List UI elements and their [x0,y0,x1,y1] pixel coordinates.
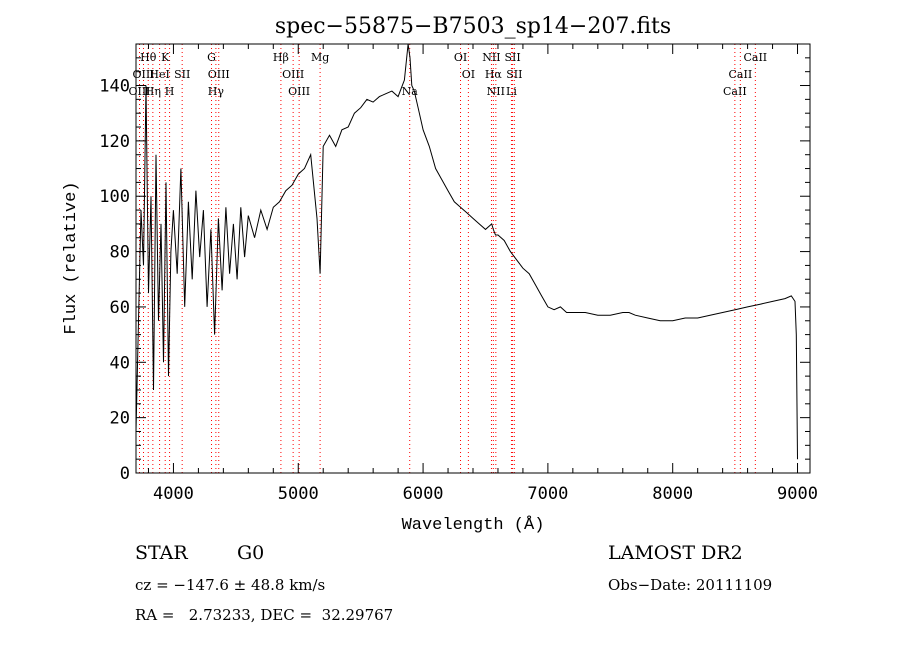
x-tick-label: 9000 [777,484,818,504]
line-label: NII [482,51,500,64]
x-tick-label: 8000 [652,484,693,504]
line-label: OI [454,51,467,64]
x-axis-label: Wavelength (Å) [402,516,545,535]
line-label: Na [402,85,419,98]
line-label: G [207,51,216,64]
line-label: SII [174,68,190,81]
line-label: NII [487,85,505,98]
x-tick-label: 5000 [278,484,319,504]
line-label: Li [506,85,517,98]
line-label: OIII [288,85,310,98]
chart-title: spec−55875−B7503_sp14−207.fits [275,14,671,39]
line-label: Hθ [140,51,157,64]
line-label: OIII [128,85,150,98]
plot-frame [135,43,811,474]
line-label: OI [462,68,475,81]
line-label: OIII [208,68,230,81]
y-tick-label: 40 [110,353,130,373]
line-label: OIII [282,68,304,81]
line-label: H [165,85,175,98]
line-label: Mg [311,51,329,64]
y-tick-label: 0 [120,464,130,484]
x-tick-label: 6000 [403,484,444,504]
line-label: Hα [485,68,503,81]
line-label: SII [504,51,520,64]
y-tick-label: 60 [110,298,130,318]
line-label: Hγ [208,85,225,98]
y-tick-label: 20 [110,409,130,429]
line-label: SII [506,68,522,81]
line-label: Hβ [273,51,289,64]
line-label: Hη [145,85,161,98]
x-tick-label: 4000 [153,484,194,504]
y-tick-label: 100 [99,187,130,207]
x-tick-label: 7000 [527,484,568,504]
x-axis: 4000 5000 6000 7000 8000 9000 [147,44,818,504]
spectral-line-markers [138,44,756,473]
y-tick-label: 120 [99,132,130,152]
line-label: CaII [729,68,753,81]
y-axis: 0 20 40 60 80 100 120 140 [99,57,810,484]
y-tick-label: 140 [99,77,130,97]
line-label: CaII [743,51,767,64]
spectrum-line [135,43,798,460]
line-label: K [161,51,170,64]
y-tick-label: 80 [110,243,130,263]
y-axis-label: Flux (relative) [62,181,81,334]
line-label: CaII [723,85,747,98]
line-label: HeI [149,68,169,81]
